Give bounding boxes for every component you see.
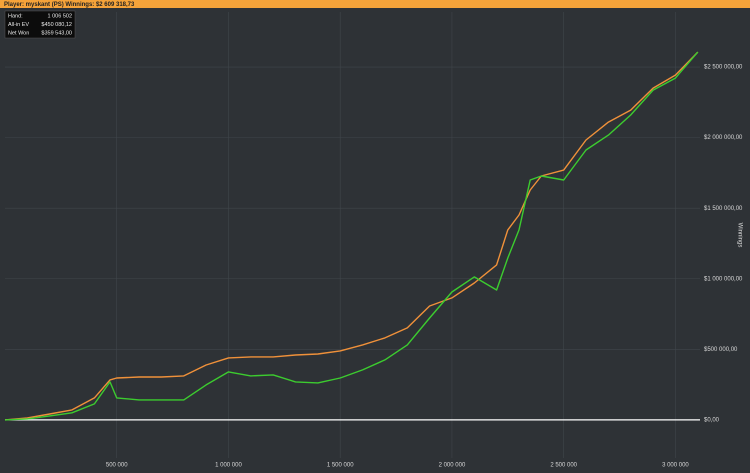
title-bar xyxy=(0,0,750,8)
x-tick-label: 2 000 000 xyxy=(439,463,466,469)
y-tick-label: $500 000,00 xyxy=(704,347,738,353)
info-value: $450 080,12 xyxy=(41,22,72,28)
title: Player: myskant (PS) Winnings: $2 609 31… xyxy=(4,2,135,8)
x-tick-label: 1 500 000 xyxy=(327,463,354,469)
x-tick-label: 3 000 000 xyxy=(662,463,689,469)
labels: 500 000 1 000 000 1 500 000 2 000 000 2 500 … xyxy=(106,65,743,469)
info-value: 1 006 502 xyxy=(48,13,72,19)
x-tick-label: 2 500 000 xyxy=(550,463,577,469)
grid xyxy=(5,12,700,458)
info-label: All-in EV xyxy=(8,22,29,28)
x-tick-label: 500 000 xyxy=(106,463,128,469)
y-tick-label: $2 000 000,00 xyxy=(704,135,743,141)
y-tick-label: $1 500 000,00 xyxy=(704,206,743,212)
info-label: Net Won xyxy=(8,30,29,36)
x-tick-label: 1 000 000 xyxy=(215,463,242,469)
info-value: $359 543,00 xyxy=(41,30,72,36)
y-tick-label: $0,00 xyxy=(704,417,720,423)
info-label: Hand: xyxy=(8,13,23,19)
info-box xyxy=(4,10,76,39)
series-line xyxy=(4,51,699,421)
lines xyxy=(4,51,699,421)
y-tick-label: $2 500 000,00 xyxy=(704,65,743,71)
y-tick-label: $1 000 000,00 xyxy=(704,276,743,282)
info-rows: Hand: 1 006 502 All-in EV $450 080,12 Net Wo… xyxy=(8,13,72,36)
y-axis-label: Winnings xyxy=(736,223,742,248)
series-line xyxy=(4,51,699,421)
